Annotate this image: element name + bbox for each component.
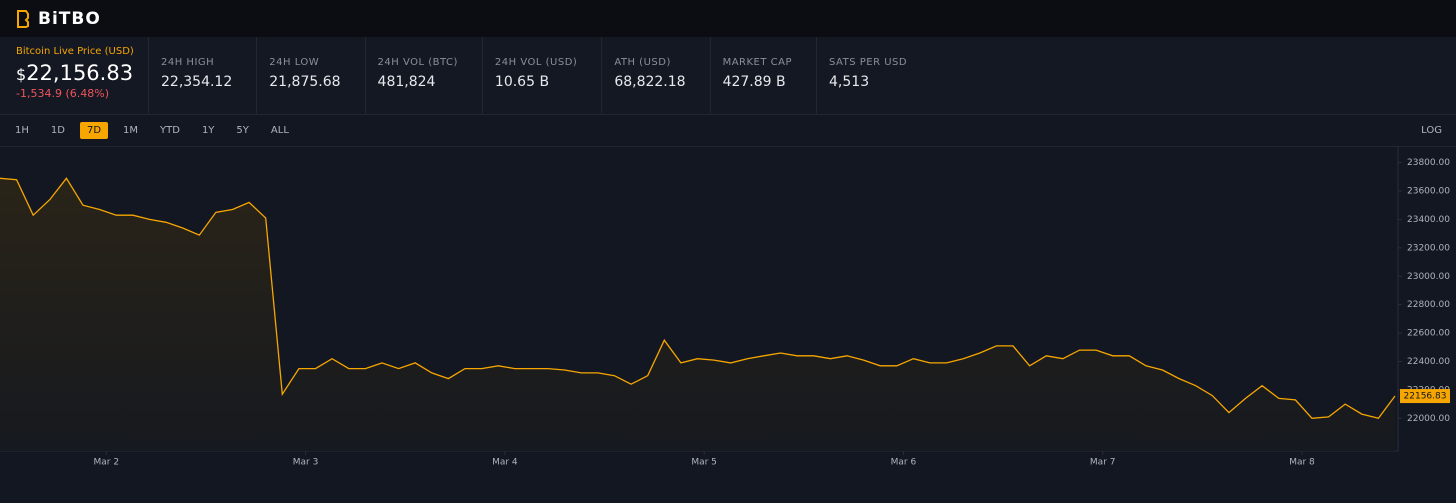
price-number: 22,156.83 (26, 61, 134, 85)
stats-bar: Bitcoin Live Price (USD) $22,156.83 -1,5… (0, 37, 1456, 115)
stat: SATS PER USD 4,513 (817, 37, 931, 114)
chart: 22000.0022200.0022400.0022600.0022800.00… (0, 147, 1450, 468)
y-tick-label: 23000.00 (1407, 272, 1450, 282)
y-tick-label: 22600.00 (1407, 329, 1450, 339)
range-button[interactable]: 1M (123, 125, 139, 136)
area (0, 178, 1395, 452)
y-tick-label: 23800.00 (1407, 158, 1450, 168)
stat-value: 4,513 (829, 74, 870, 90)
range-button[interactable]: 1Y (201, 125, 215, 136)
stat-label: 24H LOW (269, 57, 320, 68)
stat-value: 68,822.18 (614, 74, 686, 90)
range-button[interactable]: 1H (15, 125, 29, 136)
stat: 24H LOW 21,875.68 (257, 37, 366, 114)
x-tick-label: Mar 8 (1289, 458, 1315, 468)
stat-label: ATH (USD) (614, 57, 671, 68)
stat: 24H VOL (BTC) 481,824 (366, 37, 483, 114)
stat: MARKET CAP 427.89 B (711, 37, 818, 114)
x-tick-label: Mar 6 (891, 458, 917, 468)
top-bar: BiTBO (0, 0, 1456, 37)
stat-value: 21,875.68 (269, 74, 341, 90)
range-bar: 1H 1D 7D 1M YTD 1Y 5Y ALL LOG (0, 115, 1456, 147)
logo-icon (17, 9, 29, 28)
y-tick-label: 22000.00 (1407, 414, 1450, 424)
stat-label: 24H VOL (BTC) (377, 57, 458, 68)
logo[interactable]: BiTBO (38, 8, 101, 29)
log-button[interactable]: LOG (1421, 125, 1442, 136)
stat: ATH (USD) 68,822.18 (602, 37, 711, 114)
y-tick-label: 23600.00 (1407, 187, 1450, 197)
stat-value: 427.89 B (722, 74, 786, 90)
y-tick-label: 23200.00 (1407, 243, 1450, 253)
stat: 24H HIGH 22,354.12 (149, 37, 258, 114)
x-tick-label: Mar 7 (1090, 458, 1116, 468)
price-tag-bg (1400, 389, 1450, 404)
stat-value: 10.65 B (494, 74, 550, 90)
x-tick-label: Mar 4 (492, 458, 518, 468)
range-button[interactable]: ALL (270, 125, 289, 136)
range-button[interactable]: 5Y (236, 125, 249, 136)
price-change: -1,534.9 (6.48%) (16, 87, 109, 100)
price-value: $22,156.83 (16, 61, 148, 85)
price-tag: 22156.83 (1404, 392, 1447, 402)
price-line (0, 177, 1396, 420)
stat-label: 24H VOL (USD) (494, 57, 578, 68)
x-tick-label: Mar 3 (293, 458, 319, 468)
y-tick-label: 23400.00 (1407, 215, 1450, 225)
stat-value: 22,354.12 (161, 74, 233, 90)
stat: 24H VOL (USD) 10.65 B (483, 37, 603, 114)
currency: $ (16, 65, 27, 84)
price-box: Bitcoin Live Price (USD) $22,156.83 -1,5… (0, 37, 149, 114)
x-tick-label: Mar 5 (691, 458, 717, 468)
stat-value: 481,824 (377, 74, 436, 90)
range-button[interactable]: 1D (50, 125, 65, 136)
stat-label: MARKET CAP (722, 57, 793, 68)
y-tick-label: 22400.00 (1407, 357, 1450, 367)
y-tick-label: 22800.00 (1407, 300, 1450, 310)
stat-label: SATS PER USD (829, 57, 908, 68)
stat-label: 24H HIGH (161, 57, 215, 68)
range-button[interactable]: 7D (79, 122, 109, 139)
x-tick-label: Mar 2 (93, 458, 119, 468)
price-label: Bitcoin Live Price (USD) (16, 46, 134, 57)
range-button[interactable]: YTD (160, 125, 180, 136)
